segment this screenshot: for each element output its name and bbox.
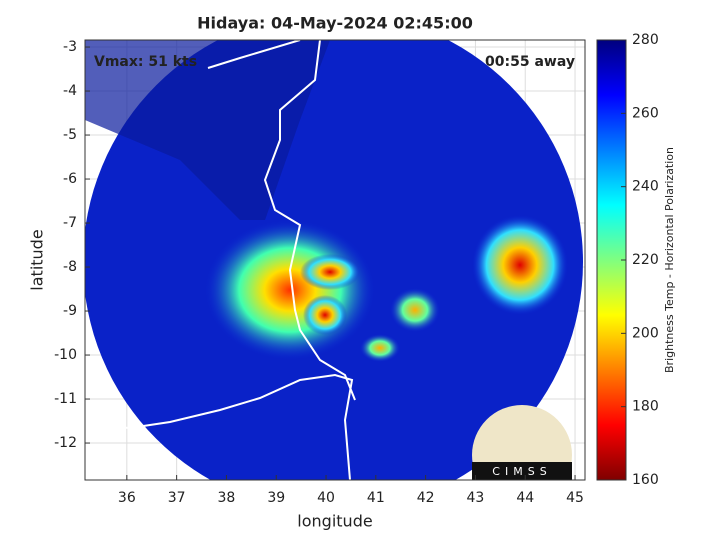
x-tick-label: 43 xyxy=(467,490,485,506)
x-axis-label: longitude xyxy=(297,512,372,531)
chart-title: Hidaya: 04-May-2024 02:45:00 xyxy=(197,14,473,33)
satellite-image: CIMSS xyxy=(85,40,583,480)
colorbar-tick-label: 180 xyxy=(632,399,659,415)
x-tick-label: 38 xyxy=(218,490,236,506)
y-tick-label: -7 xyxy=(63,215,77,231)
x-tick-label: 45 xyxy=(566,490,584,506)
plot-frame xyxy=(84,39,586,481)
annotation: 00:55 away xyxy=(485,54,575,70)
x-tick-label: 42 xyxy=(417,490,435,506)
y-tick-label: -8 xyxy=(63,259,77,275)
x-tick-label: 39 xyxy=(267,490,285,506)
y-tick-label: -12 xyxy=(54,435,77,451)
colorbar-tick-label: 260 xyxy=(632,105,659,121)
y-tick-label: -6 xyxy=(63,171,77,187)
colorbar-tick-label: 200 xyxy=(632,325,659,341)
x-tick-label: 44 xyxy=(516,490,534,506)
logo: CIMSS xyxy=(472,405,572,480)
colorbar-label: Brightness Temp - Horizontal Polarizatio… xyxy=(663,147,676,373)
x-tick-label: 40 xyxy=(317,490,335,506)
x-tick-label: 36 xyxy=(118,490,136,506)
y-tick-label: -11 xyxy=(54,391,77,407)
y-tick-label: -10 xyxy=(54,347,77,363)
annotation: Vmax: 51 kts xyxy=(94,54,197,70)
y-tick-label: -5 xyxy=(63,127,77,143)
logo-text: CIMSS xyxy=(492,465,551,478)
colorbar-tick-label: 240 xyxy=(632,179,659,195)
colorbar-tick-label: 220 xyxy=(632,252,659,268)
y-tick-label: -3 xyxy=(63,39,77,55)
y-tick-label: -4 xyxy=(63,83,77,99)
colorbar-tick-label: 280 xyxy=(632,32,659,48)
colorbar-tick-label: 160 xyxy=(632,472,659,488)
x-tick-label: 41 xyxy=(367,490,385,506)
x-tick-label: 37 xyxy=(168,490,186,506)
y-tick-label: -9 xyxy=(63,303,77,319)
y-axis-label: latitude xyxy=(28,229,47,290)
